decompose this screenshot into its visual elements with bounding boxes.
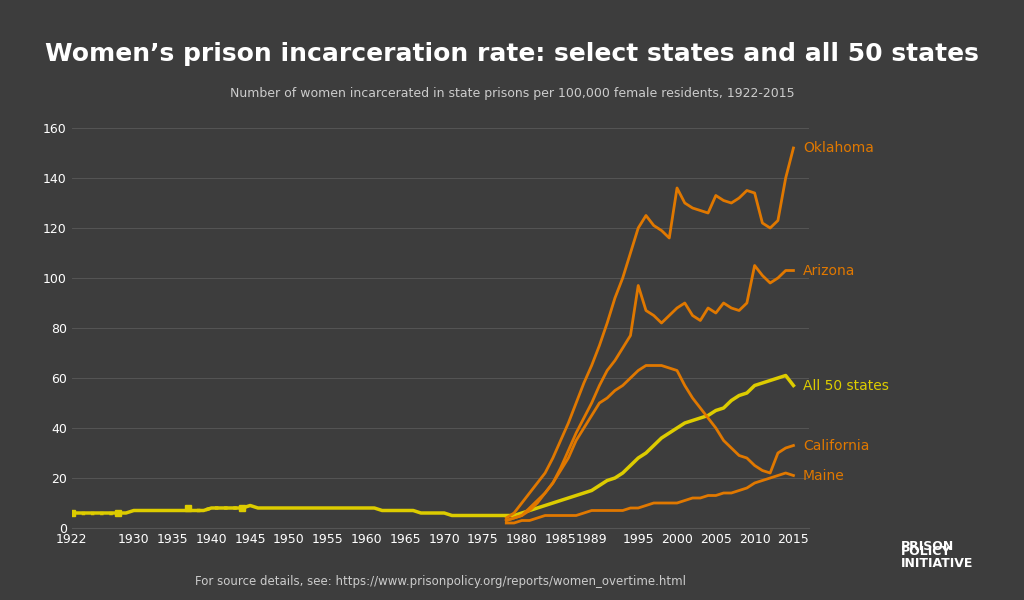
Text: Women’s prison incarceration rate: select states and all 50 states: Women’s prison incarceration rate: selec… (45, 42, 979, 66)
Text: POLICY: POLICY (901, 545, 951, 558)
Text: All 50 states: All 50 states (803, 379, 889, 392)
Text: Arizona: Arizona (803, 263, 855, 277)
Text: PRISON
INITIATIVE: PRISON INITIATIVE (901, 540, 974, 570)
Text: Number of women incarcerated in state prisons per 100,000 female residents, 1922: Number of women incarcerated in state pr… (229, 87, 795, 100)
Text: Oklahoma: Oklahoma (803, 141, 873, 155)
Text: For source details, see: https://www.prisonpolicy.org/reports/women_overtime.htm: For source details, see: https://www.pri… (195, 575, 686, 588)
Text: Maine: Maine (803, 469, 845, 482)
Text: California: California (803, 439, 869, 452)
